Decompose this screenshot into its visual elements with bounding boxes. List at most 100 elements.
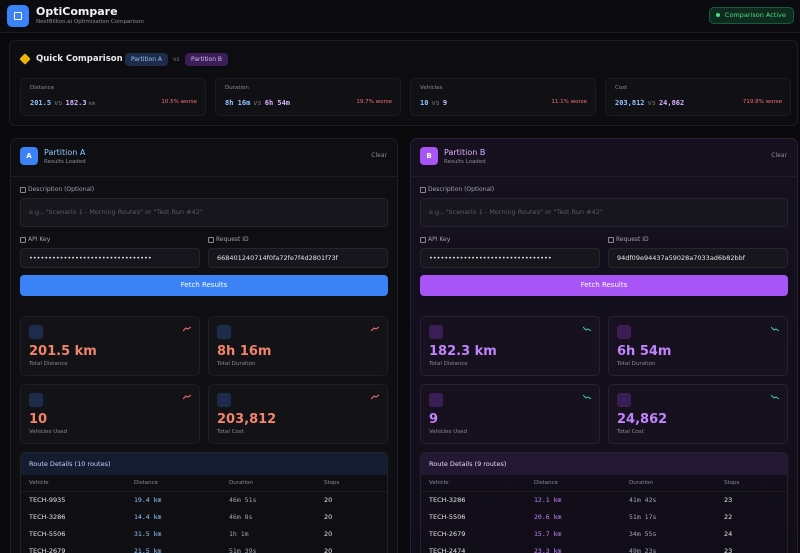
api-key-input[interactable]: •••••••••••••••••••••••••••••••• (20, 248, 200, 268)
value-b: 9 (442, 99, 448, 107)
routes-title: Route Details (10 routes) (21, 453, 387, 475)
stat-label: Total Distance (29, 361, 68, 367)
panel-title: Partition A (44, 148, 86, 157)
vs: vs (54, 99, 63, 107)
column-header: Distance (134, 480, 159, 486)
table-row: TECH-2474 23.3 km 49m 23s 23 (421, 543, 787, 553)
value-b: 24,862 (658, 99, 685, 107)
value-a: 8h 16m (225, 99, 251, 107)
trend-icon (771, 326, 779, 332)
stat-label: Total Duration (217, 361, 256, 367)
stat-label: Vehicles Used (429, 429, 468, 435)
table-cell: TECH-5506 (429, 513, 466, 521)
column-header: Vehicle (29, 480, 49, 486)
trend-line (583, 394, 591, 400)
stat-label: Total Duration (617, 361, 656, 367)
field-label: API Key (20, 236, 200, 243)
metric-card: Vehicles 10 vs 9 11.1% worse (410, 78, 596, 116)
status-badge: Comparison Active (708, 7, 794, 24)
table-cell: 46m 8s (229, 513, 253, 521)
field-label: Request ID (208, 236, 388, 243)
column-header: Vehicle (429, 480, 449, 486)
vs: vs (647, 99, 656, 107)
table-cell: 22 (724, 513, 733, 521)
description-input[interactable]: e.g., "Scenario 1 - Morning Routes" or "… (20, 198, 388, 227)
table-cell: 21.5 km (134, 547, 162, 553)
table-row: TECH-3286 12.1 km 41m 42s 23 (421, 492, 787, 509)
trend-line (771, 326, 779, 332)
stat-value: 8h 16m (217, 344, 272, 359)
route-details: Route Details (9 routes) Vehicle Distance D… (420, 452, 788, 553)
vs: vs (431, 99, 440, 107)
unit: km (88, 101, 96, 107)
route-details: Route Details (10 routes) Vehicle Distance… (20, 452, 388, 553)
partition-panel: A Partition A Results Loaded Clear Descripti… (10, 138, 398, 553)
column-header: Stops (324, 480, 340, 486)
stat-label: Total Distance (429, 361, 468, 367)
stat-label: Vehicles Used (29, 429, 68, 435)
stat-value: 9 (429, 412, 439, 427)
field-label: Description (Optional) (20, 186, 388, 193)
metric-values: 8h 16m vs 6h 54m (225, 99, 290, 107)
stat-icon (429, 393, 443, 407)
value-b: 182.3 (65, 99, 87, 107)
table-cell: 20 (324, 530, 333, 538)
stat-icon (617, 325, 631, 339)
table-cell: 12.1 km (534, 496, 562, 504)
trend-line (183, 326, 191, 332)
table-row: TECH-9935 19.4 km 46m 51s 20 (21, 492, 387, 509)
metric-change: 19.7% worse (356, 99, 392, 105)
stat-value: 201.5 km (29, 344, 97, 359)
fetch-button[interactable]: Fetch Results (420, 275, 788, 296)
quick-comparison: Quick Comparison Partition A vs Partitio… (9, 40, 798, 126)
table-row: TECH-5506 20.6 km 51m 17s 22 (421, 509, 787, 526)
field-grid: API Key Request ID •••••••••••••••••••••••… (20, 227, 388, 268)
table-cell: TECH-5506 (29, 530, 66, 538)
logo (7, 5, 29, 27)
stat-card: 8h 16m Total Duration (208, 316, 388, 376)
column-header: Stops (724, 480, 740, 486)
clear-button[interactable]: Clear (371, 152, 387, 159)
metric-card: Duration 8h 16m vs 6h 54m 19.7% worse (215, 78, 401, 116)
table-cell: 34m 55s (629, 530, 657, 538)
description-input[interactable]: e.g., "Scenario 1 - Morning Routes" or "… (420, 198, 788, 227)
stat-icon (29, 393, 43, 407)
trend-line (183, 394, 191, 400)
stat-label: Total Cost (217, 429, 244, 435)
api-key-input[interactable]: •••••••••••••••••••••••••••••••• (420, 248, 600, 268)
value-a: 10 (420, 99, 429, 107)
vs: vs (173, 56, 180, 63)
stat-card: 9 Vehicles Used (420, 384, 600, 444)
fetch-button[interactable]: Fetch Results (20, 275, 388, 296)
table-row: TECH-2679 21.5 km 51m 39s 20 (21, 543, 387, 553)
trend-line (771, 394, 779, 400)
table-cell: TECH-2474 (429, 547, 466, 553)
section-title: Quick Comparison (36, 54, 123, 64)
column-header: Duration (629, 480, 653, 486)
stat-icon (429, 325, 443, 339)
chip: Partition B (185, 53, 229, 66)
trend-icon (583, 326, 591, 332)
stat-value: 6h 54m (617, 344, 672, 359)
table-cell: 20 (324, 496, 333, 504)
stat-icon (217, 393, 231, 407)
table-cell: 31.5 km (134, 530, 162, 538)
table-cell: 1h 1m (229, 530, 249, 538)
stat-icon (217, 325, 231, 339)
table-row: TECH-3286 14.4 km 46m 8s 20 (21, 509, 387, 526)
metric-card: Distance 201.5 vs 182.3 km 10.5% worse (20, 78, 206, 116)
stat-value: 24,862 (617, 412, 668, 427)
table-cell: 19.4 km (134, 496, 162, 504)
trend-line (371, 326, 379, 332)
table-cell: TECH-2679 (29, 547, 66, 553)
stat-card: 182.3 km Total Distance (420, 316, 600, 376)
request-id-input[interactable]: 668401240714f0fa72fe7f4d2801f73f (208, 248, 388, 268)
request-id-input[interactable]: 94df09e94437a59028a7033ad6b82bbf (608, 248, 788, 268)
metric-label: Duration (225, 85, 249, 91)
stat-card: 10 Vehicles Used (20, 384, 200, 444)
table-header: Vehicle Distance Duration Stops (21, 475, 387, 492)
clear-button[interactable]: Clear (771, 152, 787, 159)
trend-icon (183, 394, 191, 400)
metric-label: Vehicles (420, 85, 443, 91)
routes-title: Route Details (9 routes) (421, 453, 787, 475)
